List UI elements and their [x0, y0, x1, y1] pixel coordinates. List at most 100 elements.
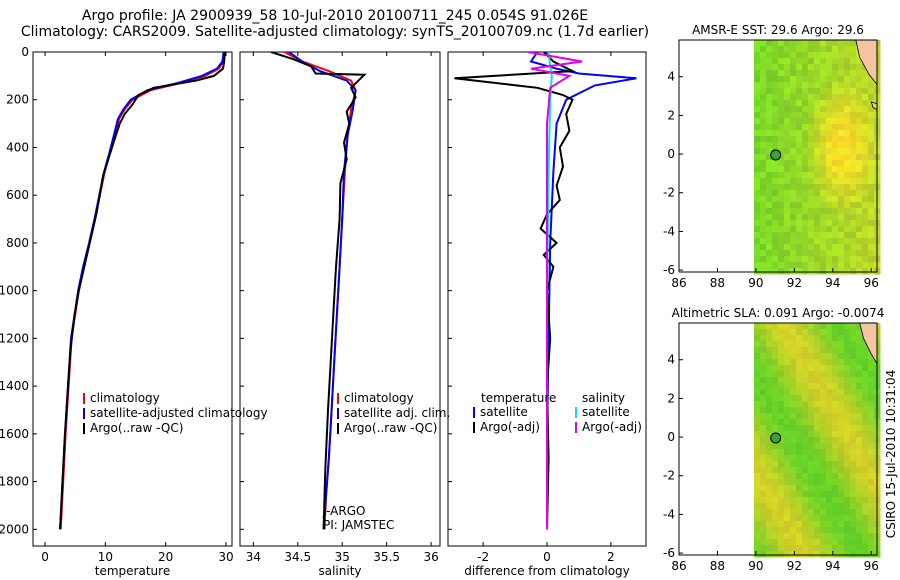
sst-map-cell — [843, 88, 851, 95]
sla-map-cell — [837, 371, 845, 378]
sst-map-cell — [867, 154, 875, 161]
sla-map-cell — [795, 503, 803, 510]
sla-map-cell — [825, 383, 833, 390]
sst-map-cell — [795, 106, 803, 113]
sla-map-cell — [807, 365, 815, 372]
sla-map-cell — [765, 413, 773, 420]
sla-map-cell — [777, 551, 785, 558]
sst-map-cell — [801, 232, 809, 239]
sst-map-cell — [807, 106, 815, 113]
sla-map-cell — [825, 503, 833, 510]
sla-map-cell — [819, 545, 827, 552]
sla-map-cell — [837, 539, 845, 546]
sla-map-cell — [837, 473, 845, 480]
sla-map-cell — [795, 437, 803, 444]
sla-map-cell — [867, 545, 875, 552]
sst-map-cell — [777, 118, 785, 125]
sla-map-cell — [837, 497, 845, 504]
difference-xlabel: difference from climatology — [464, 564, 630, 578]
sla-map-cell — [819, 485, 827, 492]
sst-map-cell — [855, 154, 863, 161]
temperature-ytick-label: 1600 — [0, 427, 29, 441]
credit-text: CSIRO 15-Jul-2010 10:31:04 — [884, 369, 898, 539]
sla-map-cell — [861, 551, 869, 558]
sla-map-cell — [837, 443, 845, 450]
sla-map-cell — [831, 533, 839, 540]
sla-map-cell — [843, 419, 851, 426]
sst-map-cell — [837, 250, 845, 257]
sst-map-cell — [837, 46, 845, 53]
sst-map-cell — [849, 124, 857, 131]
sla-map-cell — [777, 359, 785, 366]
sst-map-cell — [867, 166, 875, 173]
sst-map-cell — [843, 250, 851, 257]
sst-map-cell — [807, 238, 815, 245]
sst-map-cell — [819, 112, 827, 119]
sla-map-cell — [867, 371, 875, 378]
temperature-series-climatology — [59, 52, 226, 530]
sst-map-cell — [831, 208, 839, 215]
sst-map-cell — [795, 40, 803, 47]
sst-map-cell — [801, 184, 809, 191]
sst-map-cell — [837, 262, 845, 269]
sla-map-cell — [753, 509, 761, 516]
sst-map-cell — [771, 238, 779, 245]
sst-map-cell — [771, 190, 779, 197]
sst-map-cell — [783, 40, 791, 47]
sst-map-cell — [753, 64, 761, 71]
sla-map-cell — [849, 473, 857, 480]
sst-map-cell — [771, 250, 779, 257]
sla-map-cell — [807, 335, 815, 342]
sst-map-cell — [825, 178, 833, 185]
sst-map-cell — [825, 202, 833, 209]
sst-map-cell — [813, 256, 821, 263]
sla-map-cell — [813, 467, 821, 474]
sla-map-cell — [783, 533, 791, 540]
sst-map-cell — [789, 244, 797, 251]
sst-map-cell — [825, 214, 833, 221]
sla-map-cell — [807, 437, 815, 444]
sst-map-cell — [837, 106, 845, 113]
temperature-ytick-label: 800 — [6, 236, 29, 250]
sst-map-cell — [777, 214, 785, 221]
sla-map-cell — [819, 407, 827, 414]
sla-map-cell — [843, 323, 851, 330]
sst-map-cell — [795, 64, 803, 71]
sla-map-cell — [783, 437, 791, 444]
sst-map-cell — [813, 100, 821, 107]
sla-map-cell — [765, 365, 773, 372]
sst-map-cell — [759, 178, 767, 185]
sla-map-cell — [807, 485, 815, 492]
sla-map-cell — [807, 389, 815, 396]
sst-map-cell — [771, 94, 779, 101]
sst-map-cell — [849, 268, 857, 275]
sla-map-cell — [867, 515, 875, 522]
sla-map-cell — [825, 455, 833, 462]
sla-map-ytick-label: -6 — [663, 546, 675, 560]
sst-map-cell — [789, 40, 797, 47]
sla-map-cell — [849, 365, 857, 372]
sst-map-cell — [777, 250, 785, 257]
sst-map-cell — [849, 148, 857, 155]
sla-map-cell — [837, 341, 845, 348]
sst-map-cell — [819, 70, 827, 77]
sla-map-cell — [759, 353, 767, 360]
sst-map-ytick-label: -6 — [663, 263, 675, 277]
sst-map-cell — [837, 52, 845, 59]
sst-map-cell — [819, 46, 827, 53]
sla-map-cell — [777, 341, 785, 348]
salinity-xtick-label: 35.5 — [373, 550, 400, 564]
sst-map-frame — [678, 39, 878, 273]
sst-map-cell — [825, 196, 833, 203]
sla-map-cell — [831, 461, 839, 468]
sst-map-cell — [843, 40, 851, 47]
temperature-ytick-label: 600 — [6, 188, 29, 202]
sla-map-cell — [867, 419, 875, 426]
sst-map-cell — [783, 148, 791, 155]
sla-map-cell — [867, 377, 875, 384]
sla-map-cell — [777, 455, 785, 462]
sla-map-cell — [777, 485, 785, 492]
sst-map-cell — [765, 40, 773, 47]
title-line-2: Climatology: CARS2009. Satellite-adjuste… — [20, 24, 650, 40]
sla-map-cell — [837, 425, 845, 432]
